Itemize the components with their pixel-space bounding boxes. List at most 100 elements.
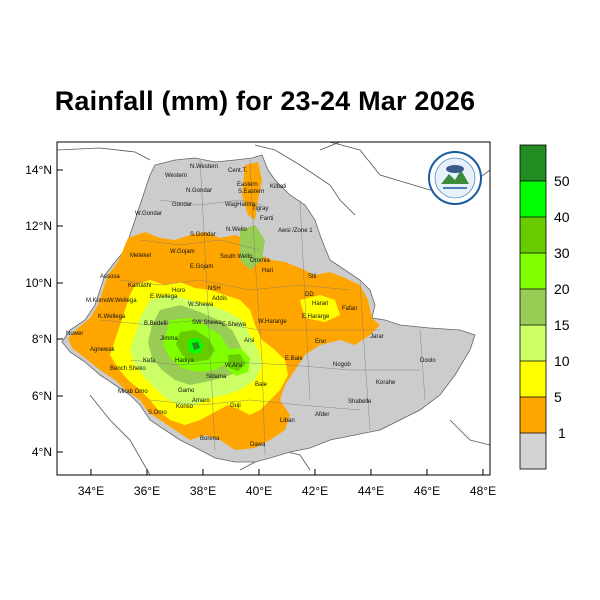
place-label: Dawa	[250, 442, 266, 448]
place-label: Bale	[255, 382, 268, 388]
place-label: Guji	[230, 403, 241, 409]
place-label: Nogob	[333, 362, 351, 368]
place-label: W.Wellega	[108, 298, 137, 304]
place-label: Gondar	[172, 202, 192, 208]
map-title: Rainfall (mm) for 23-24 Mar 2026	[54, 86, 476, 116]
place-label: W.Gondar	[135, 211, 162, 217]
place-label: Jimma	[160, 336, 178, 342]
place-label: Tigray	[252, 206, 268, 212]
place-label: Fanti	[260, 216, 273, 222]
place-label: N.Gondar	[186, 188, 212, 194]
rain-15-20mm-north	[240, 225, 265, 270]
place-label: Afder	[315, 412, 329, 418]
ethiopian-meteorology-institute-logo	[428, 151, 482, 205]
place-label: Harari	[312, 301, 328, 307]
place-label: Nuwer	[66, 331, 83, 337]
colorbar-label: 40	[554, 209, 570, 225]
colorbar-swatch	[520, 397, 546, 433]
place-label: S.Gondar	[190, 232, 216, 238]
lon-tick-label: 46°E	[414, 484, 440, 498]
lat-tick-label: 10°N	[25, 276, 52, 290]
place-label: Jarar	[370, 334, 384, 340]
place-label: Metekel	[130, 253, 151, 259]
colorbar-label: 1	[558, 425, 566, 441]
colorbar-swatch	[520, 361, 546, 397]
map-frame	[56, 141, 491, 476]
place-label: Liban	[280, 418, 295, 424]
lon-tick-label: 36°E	[134, 484, 160, 498]
colorbar-swatch	[520, 433, 546, 469]
lon-tick-label: 48°E	[470, 484, 496, 498]
rain-1-5mm-north	[242, 162, 262, 220]
place-label: E.Shewa	[222, 322, 247, 328]
place-label: S.Eastern	[238, 189, 264, 195]
lat-tick-label: 12°N	[25, 219, 52, 233]
place-label: NSH	[208, 286, 221, 292]
rain-50plus-mm	[192, 342, 200, 350]
place-label: Horo	[172, 288, 186, 294]
place-label: South Wello	[220, 254, 253, 260]
place-label: SW Shewa	[192, 320, 222, 326]
place-label: Agnewak	[90, 347, 116, 353]
colorbar: 50 40 30 20 15 10 5 1	[519, 144, 570, 470]
lon-tick-label: 38°E	[190, 484, 216, 498]
place-label: Erer	[315, 339, 326, 345]
lat-tick-label: 8°N	[32, 332, 52, 346]
place-label: Arsi	[244, 338, 254, 344]
place-label: Western	[165, 173, 187, 179]
place-label: Bench Sheko	[110, 366, 146, 372]
place-label: Hari	[262, 268, 273, 274]
colorbar-label: 30	[554, 245, 570, 261]
place-label: E.Hararge	[302, 314, 330, 320]
lon-tick-label: 34°E	[78, 484, 104, 498]
place-label: Konso	[176, 404, 194, 410]
colorbar-swatch	[520, 145, 546, 181]
place-label: M.Komo	[86, 298, 109, 304]
place-label: WagHamra	[225, 202, 256, 208]
place-label: Kilbati	[270, 184, 286, 190]
place-label: E.Bale	[285, 356, 303, 362]
place-label: E.Wellega	[150, 294, 178, 300]
place-label: Doolo	[420, 358, 436, 364]
colorbar-label: 20	[554, 281, 570, 297]
place-label: Gamo	[178, 388, 195, 394]
place-label: Borena	[200, 436, 220, 442]
place-label: Sidama	[206, 374, 227, 380]
place-label: E.Gojam	[190, 264, 213, 270]
place-label: Cent.T.	[228, 168, 247, 174]
place-label: DD	[305, 292, 314, 298]
lat-tick-label: 14°N	[25, 163, 52, 177]
place-label: S.Omo	[148, 410, 167, 416]
rain-5-10mm-east	[300, 295, 340, 322]
place-label: W.Gojam	[170, 249, 195, 255]
colorbar-swatch	[520, 181, 546, 217]
place-label: N.Western	[190, 164, 218, 170]
place-label: Awsi /Zone 1	[278, 228, 313, 234]
place-labels: Western N.Western Cent.T. Eastern N.Gond…	[66, 164, 436, 448]
place-label: Assosa	[100, 274, 120, 280]
place-label: W.Arsi	[225, 363, 242, 369]
place-label: Shabelle	[348, 399, 372, 405]
place-label: W.Hararge	[258, 319, 287, 325]
place-label: Addis	[212, 296, 227, 302]
colorbar-label: 50	[554, 173, 570, 189]
colorbar-label: 15	[554, 317, 570, 333]
place-label: B.Bedelli	[144, 321, 168, 327]
lat-tick-label: 4°N	[32, 445, 52, 459]
lon-tick-label: 44°E	[358, 484, 384, 498]
place-label: Kamashi	[128, 283, 151, 289]
place-label: Siti	[308, 274, 316, 280]
place-label: Oromia	[250, 258, 270, 264]
longitude-axis: 34°E 36°E 38°E 40°E 42°E 44°E 46°E 48°E	[78, 469, 496, 498]
place-label: Eastern	[237, 182, 258, 188]
place-label: K.Wellega	[98, 314, 126, 320]
map-layer	[57, 142, 490, 475]
colorbar-label: 10	[554, 353, 570, 369]
lon-tick-label: 42°E	[302, 484, 328, 498]
place-label: Amaro	[192, 398, 210, 404]
place-label: Kefa	[143, 358, 156, 364]
admin-boundaries	[99, 159, 426, 456]
place-label: N.Wello	[226, 227, 248, 233]
colorbar-swatch	[520, 253, 546, 289]
